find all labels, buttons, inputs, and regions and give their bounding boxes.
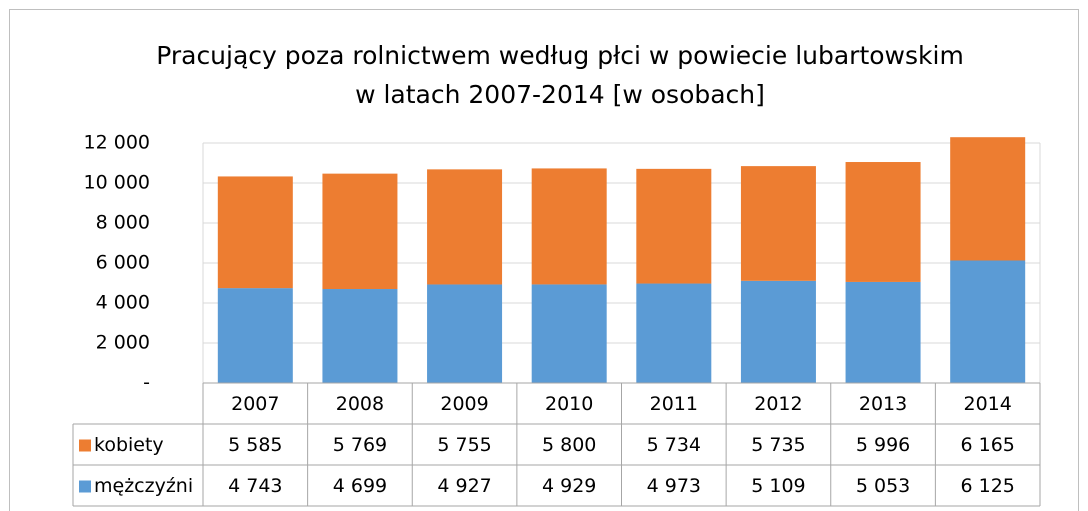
data-label: 5 800 [542,434,596,456]
data-label: 5 755 [437,434,491,456]
y-tick-label: 2 000 [96,332,150,354]
data-label: 4 929 [542,475,596,497]
data-label: 4 699 [333,475,387,497]
x-tick-label: 2008 [336,393,384,415]
bar [740,166,816,281]
data-label: 5 735 [751,434,805,456]
bar [636,168,712,284]
data-label: 5 996 [856,434,910,456]
legend-swatch [79,480,91,493]
x-tick-label: 2013 [859,393,907,415]
chart-title: w latach 2007-2014 [w osobach] [355,80,765,109]
legend-swatch [79,439,91,452]
bar [845,281,921,383]
y-tick-label: 8 000 [96,212,150,234]
bar [531,284,607,383]
data-label: 4 743 [228,475,282,497]
y-tick-label: 12 000 [84,132,150,154]
bar [217,288,293,383]
data-label: 5 769 [333,434,387,456]
x-tick-label: 2010 [545,393,593,415]
data-label: 5 585 [228,434,282,456]
data-label: 4 927 [437,475,491,497]
y-tick-label: - [143,372,150,394]
bar [950,260,1026,383]
bar [427,284,503,383]
bar [950,137,1026,261]
data-label: 6 165 [960,434,1014,456]
bar [845,162,921,282]
x-tick-label: 2011 [650,393,698,415]
data-label: 4 973 [647,475,701,497]
x-tick-label: 2007 [231,393,279,415]
data-label: 6 125 [960,475,1014,497]
legend-label: kobiety [94,434,164,456]
bar [740,280,816,383]
y-tick-label: 10 000 [84,172,150,194]
data-label: 5 053 [856,475,910,497]
bar [427,169,503,285]
bar [636,283,712,383]
x-tick-label: 2012 [754,393,802,415]
y-tick-label: 6 000 [96,252,150,274]
x-tick-label: 2014 [964,393,1012,415]
bar [531,168,607,285]
bar [217,176,293,289]
y-tick-label: 4 000 [96,292,150,314]
data-label: 5 109 [751,475,805,497]
x-tick-label: 2009 [440,393,488,415]
data-label: 5 734 [647,434,701,456]
bar [322,289,398,383]
bar [322,173,398,290]
chart-title: Pracujący poza rolnictwem według płci w … [156,41,964,70]
legend-label: mężczyźni [94,475,193,497]
